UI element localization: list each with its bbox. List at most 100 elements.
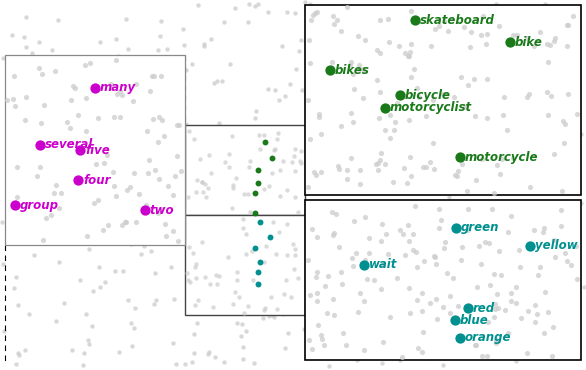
Point [360, 214, 370, 220]
Point [465, 44, 475, 50]
Point [329, 232, 338, 238]
Point [432, 316, 442, 322]
Point [271, 245, 280, 251]
Point [169, 340, 178, 346]
Point [199, 43, 209, 49]
Point [407, 8, 416, 14]
Point [219, 185, 229, 191]
Point [536, 264, 545, 270]
Point [288, 215, 298, 221]
Point [77, 228, 87, 234]
Point [15, 352, 24, 358]
Point [98, 227, 108, 233]
Point [482, 41, 491, 47]
Point [84, 124, 94, 130]
Point [109, 114, 118, 120]
Point [434, 225, 444, 231]
Point [89, 200, 98, 206]
Point [543, 112, 552, 118]
Point [407, 255, 416, 260]
Point [40, 87, 50, 93]
Point [137, 251, 146, 257]
Point [193, 291, 202, 297]
Point [422, 68, 431, 74]
Point [320, 283, 329, 289]
Point [404, 238, 413, 243]
Point [305, 190, 314, 196]
Point [151, 297, 161, 303]
Point [337, 281, 346, 287]
Point [448, 24, 458, 30]
Point [352, 357, 362, 363]
Point [186, 279, 195, 285]
Point [171, 184, 180, 190]
Point [475, 244, 484, 250]
Point [523, 350, 532, 356]
Point [525, 184, 534, 190]
Point [527, 278, 537, 283]
Point [73, 177, 83, 183]
Point [320, 326, 329, 332]
Point [548, 324, 558, 330]
Point [158, 117, 167, 123]
Point [150, 168, 159, 174]
Point [403, 180, 413, 186]
Point [482, 115, 492, 121]
Point [444, 327, 454, 333]
Point [428, 140, 438, 146]
Point [555, 58, 564, 64]
Point [128, 98, 137, 104]
Point [439, 207, 448, 213]
Point [398, 228, 408, 233]
Point [273, 131, 282, 137]
Point [131, 219, 141, 225]
Point [464, 305, 473, 311]
Point [418, 266, 428, 272]
Point [203, 351, 213, 357]
Point [280, 142, 289, 148]
Point [268, 312, 277, 318]
Point [11, 274, 21, 280]
Point [156, 73, 166, 79]
Point [111, 268, 120, 274]
Point [131, 99, 141, 105]
Point [482, 31, 492, 37]
Point [155, 114, 164, 120]
Point [202, 292, 212, 297]
Point [445, 310, 455, 316]
Point [225, 149, 234, 155]
Point [413, 345, 423, 351]
Point [267, 171, 277, 176]
Point [466, 29, 475, 35]
Point [429, 166, 438, 172]
Point [462, 228, 471, 233]
Point [269, 147, 278, 152]
Point [455, 335, 465, 341]
Point [380, 161, 390, 167]
Point [389, 154, 398, 159]
Point [206, 36, 216, 41]
Point [173, 238, 183, 244]
Point [237, 333, 246, 339]
Point [297, 160, 306, 166]
Point [71, 81, 81, 87]
Point [111, 170, 121, 176]
Point [292, 153, 302, 159]
Point [285, 282, 295, 288]
Point [146, 248, 155, 254]
Point [400, 165, 409, 171]
Point [532, 70, 541, 76]
Point [153, 47, 162, 53]
Point [542, 270, 551, 276]
Point [74, 112, 83, 118]
Point [253, 180, 263, 186]
Text: wait: wait [369, 259, 397, 272]
Point [297, 148, 306, 154]
Point [493, 306, 502, 312]
Point [304, 337, 314, 343]
Point [565, 112, 575, 118]
Point [377, 97, 387, 102]
Point [224, 151, 233, 157]
Point [570, 65, 580, 71]
Point [563, 91, 573, 97]
